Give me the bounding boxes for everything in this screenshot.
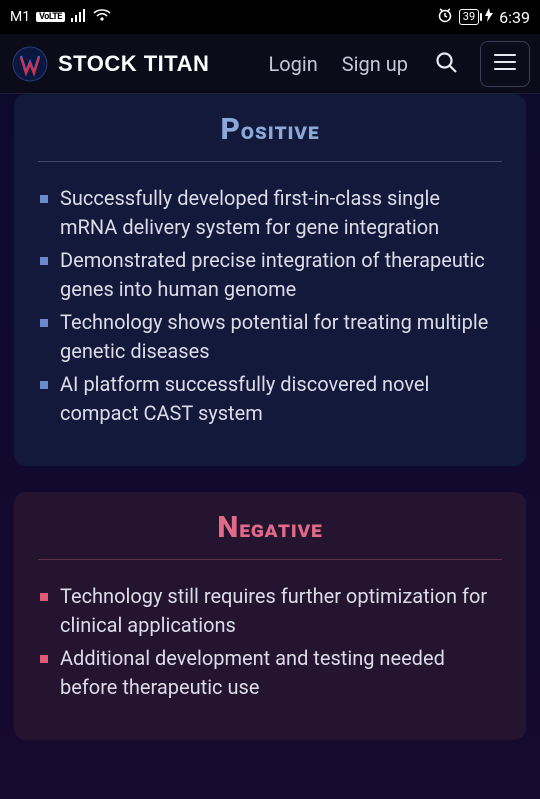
logo-icon: [12, 46, 48, 82]
positive-title: Positive: [38, 112, 502, 147]
android-status-bar: M1 VoLTE 39 6:39: [0, 0, 540, 34]
list-item: Successfully developed first-in-class si…: [38, 184, 502, 242]
battery-pct: 39: [463, 10, 475, 23]
volte-badge: VoLTE: [36, 12, 65, 22]
hamburger-icon: [493, 53, 517, 75]
wifi-icon: [93, 8, 111, 26]
negative-card: Negative Technology still requires furth…: [14, 492, 526, 740]
list-item: Technology still requires further optimi…: [38, 582, 502, 640]
brand-name: STOCK TITAN: [58, 51, 209, 77]
positive-list: Successfully developed first-in-class si…: [38, 184, 502, 428]
menu-button[interactable]: [480, 41, 530, 87]
negative-title: Negative: [38, 510, 502, 545]
search-button[interactable]: [424, 42, 468, 86]
app-header: STOCK TITAN Login Sign up: [0, 34, 540, 94]
search-icon: [434, 50, 458, 78]
positive-card: Positive Successfully developed first-in…: [14, 94, 526, 466]
negative-list: Technology still requires further optimi…: [38, 582, 502, 702]
list-item: AI platform successfully discovered nove…: [38, 370, 502, 428]
divider: [38, 559, 502, 560]
list-item: Additional development and testing neede…: [38, 644, 502, 702]
signal-icon: [71, 8, 87, 26]
divider: [38, 161, 502, 162]
brand-logo[interactable]: STOCK TITAN: [12, 46, 209, 82]
login-link[interactable]: Login: [260, 48, 325, 80]
alarm-icon: [437, 7, 453, 27]
clock: 6:39: [499, 8, 530, 27]
list-item: Technology shows potential for treating …: [38, 308, 502, 366]
list-item: Demonstrated precise integration of ther…: [38, 246, 502, 304]
charging-icon: [485, 8, 493, 26]
carrier-label: M1: [10, 9, 30, 25]
content-area: Positive Successfully developed first-in…: [0, 94, 540, 799]
battery-indicator: 39: [459, 9, 479, 25]
signup-link[interactable]: Sign up: [334, 48, 416, 80]
